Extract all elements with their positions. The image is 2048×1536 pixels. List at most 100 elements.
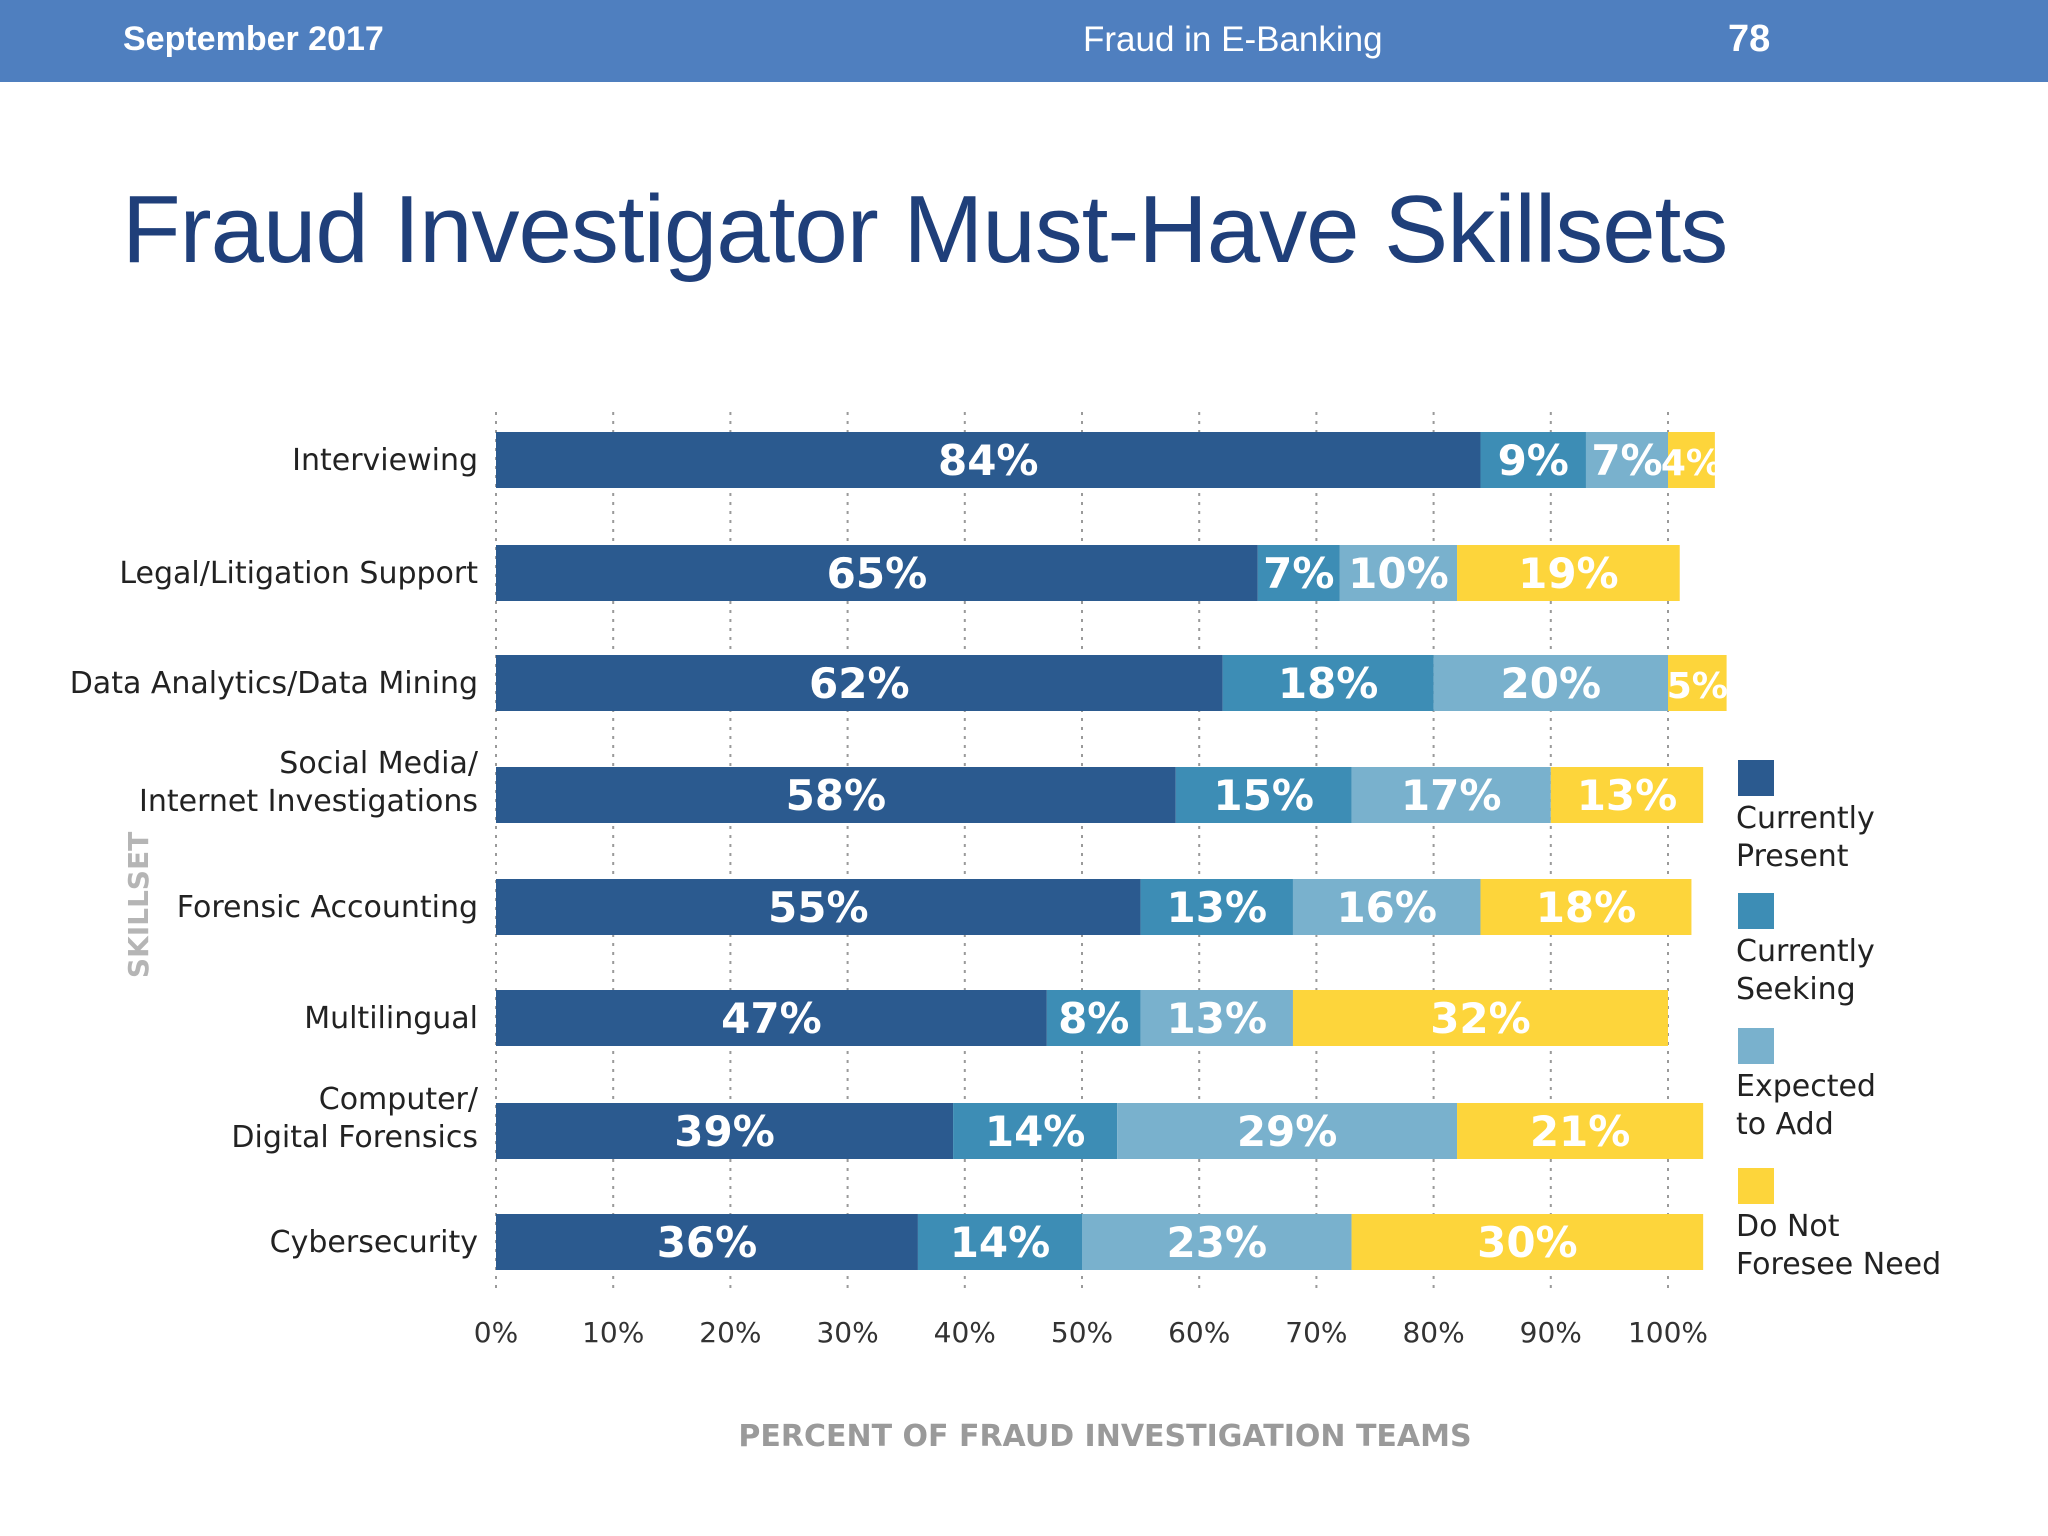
legend-swatch — [1738, 1168, 1774, 1204]
data-label: 84% — [938, 436, 1039, 485]
legend-label: Currently — [1736, 801, 1875, 836]
data-label: 18% — [1536, 883, 1637, 932]
data-label: 13% — [1167, 994, 1268, 1043]
category-label-line: Digital Forensics — [231, 1120, 478, 1155]
category-label: Multilingual — [304, 1001, 478, 1036]
legend-swatch — [1738, 893, 1774, 929]
bar-segment — [1257, 545, 1340, 601]
data-label: 21% — [1530, 1107, 1631, 1156]
bar-segment — [1457, 545, 1680, 601]
x-tick-label: 90% — [1520, 1316, 1582, 1349]
x-tick-label: 40% — [934, 1316, 996, 1349]
bar-segment — [496, 655, 1223, 711]
legend-label: Currently — [1736, 934, 1875, 969]
bar-segment — [1082, 1214, 1352, 1270]
bar-segment — [1480, 879, 1692, 935]
x-tick-label: 10% — [582, 1316, 644, 1349]
x-tick-label: 0% — [474, 1316, 518, 1349]
bar-segment — [1480, 432, 1586, 488]
x-tick-label: 50% — [1051, 1316, 1113, 1349]
data-label: 55% — [768, 883, 869, 932]
bar-segment — [953, 1103, 1118, 1159]
data-label: 32% — [1430, 994, 1531, 1043]
x-tick-label: 60% — [1168, 1316, 1230, 1349]
data-label: 58% — [786, 771, 887, 820]
data-label: 18% — [1278, 659, 1379, 708]
data-label: 19% — [1518, 549, 1619, 598]
data-label: 39% — [674, 1107, 775, 1156]
bar-segment — [1117, 1103, 1458, 1159]
legend-label: Do Not — [1736, 1209, 1840, 1244]
bar-segment — [496, 879, 1141, 935]
category-label-line: Computer/ — [319, 1082, 479, 1117]
bar-segment — [1433, 655, 1668, 711]
category-label-line: Multilingual — [304, 1001, 478, 1036]
bar-segment — [1140, 990, 1293, 1046]
x-tick-label: 30% — [816, 1316, 878, 1349]
category-label: Forensic Accounting — [177, 890, 478, 925]
bar-segment — [1351, 767, 1551, 823]
bar-segment — [1585, 432, 1668, 488]
data-label: 15% — [1213, 771, 1314, 820]
data-label: 23% — [1167, 1218, 1268, 1267]
data-label: 30% — [1477, 1218, 1578, 1267]
data-label: 5% — [1667, 666, 1728, 707]
legend-label: Seeking — [1736, 972, 1856, 1007]
bar-segment — [1668, 432, 1715, 488]
bar-segment — [1457, 1103, 1704, 1159]
data-label: 65% — [827, 549, 928, 598]
category-label-line: Interviewing — [292, 443, 478, 478]
data-label: 62% — [809, 659, 910, 708]
bar-segment — [496, 545, 1258, 601]
x-tick-label: 20% — [699, 1316, 761, 1349]
data-label: 4% — [1661, 443, 1722, 484]
data-label: 8% — [1058, 994, 1129, 1043]
data-label: 14% — [950, 1218, 1051, 1267]
category-label-line: Data Analytics/Data Mining — [70, 666, 478, 701]
bar-segment — [1550, 767, 1704, 823]
data-label: 7% — [1591, 436, 1662, 485]
data-label: 16% — [1336, 883, 1437, 932]
data-label: 29% — [1237, 1107, 1338, 1156]
category-label-line: Forensic Accounting — [177, 890, 478, 925]
y-axis-label: SKILLSET — [122, 832, 155, 978]
category-label-line: Internet Investigations — [139, 784, 478, 819]
header-bar: September 2017 Fraud in E-Banking 78 — [0, 0, 2048, 82]
x-tick-label: 100% — [1628, 1316, 1708, 1349]
header-title: Fraud in E-Banking — [1083, 20, 1383, 59]
bar-segment — [1668, 655, 1727, 711]
data-label: 17% — [1401, 771, 1502, 820]
bar-segment — [1222, 655, 1434, 711]
category-label: Legal/Litigation Support — [119, 556, 478, 591]
category-label: Social Media/Internet Investigations — [139, 746, 479, 819]
bar-segment — [496, 767, 1176, 823]
data-label: 9% — [1498, 436, 1569, 485]
bar-segment — [1292, 990, 1668, 1046]
data-label: 20% — [1501, 659, 1602, 708]
category-label: Data Analytics/Data Mining — [70, 666, 478, 701]
page-number: 78 — [1728, 18, 1771, 60]
bar-segment — [496, 1103, 954, 1159]
data-label: 13% — [1577, 771, 1678, 820]
legend-label: Present — [1736, 839, 1849, 874]
legend-label: Foresee Need — [1736, 1247, 1941, 1282]
bar-segment — [1046, 990, 1141, 1046]
bar-segment — [917, 1214, 1082, 1270]
category-label-line: Cybersecurity — [270, 1225, 478, 1260]
x-axis-label: PERCENT OF FRAUD INVESTIGATION TEAMS — [738, 1419, 1471, 1454]
bars — [496, 432, 1727, 1270]
bar-segment — [1175, 767, 1352, 823]
bar-segment — [1292, 879, 1481, 935]
legend-label: Expected — [1736, 1069, 1876, 1104]
axes: Interviewing Legal/Litigation Support Data… — [70, 443, 1708, 1454]
category-label-line: Legal/Litigation Support — [119, 556, 478, 591]
data-label: 14% — [985, 1107, 1086, 1156]
category-label: Cybersecurity — [270, 1225, 478, 1260]
category-label: Interviewing — [292, 443, 478, 478]
category-label: Computer/Digital Forensics — [231, 1082, 478, 1155]
legend-swatch — [1738, 1028, 1774, 1064]
bar-segment — [1140, 879, 1293, 935]
legend-swatch — [1738, 760, 1774, 796]
legend: CurrentlyPresentCurrentlySeekingExpected… — [1736, 760, 1941, 1282]
